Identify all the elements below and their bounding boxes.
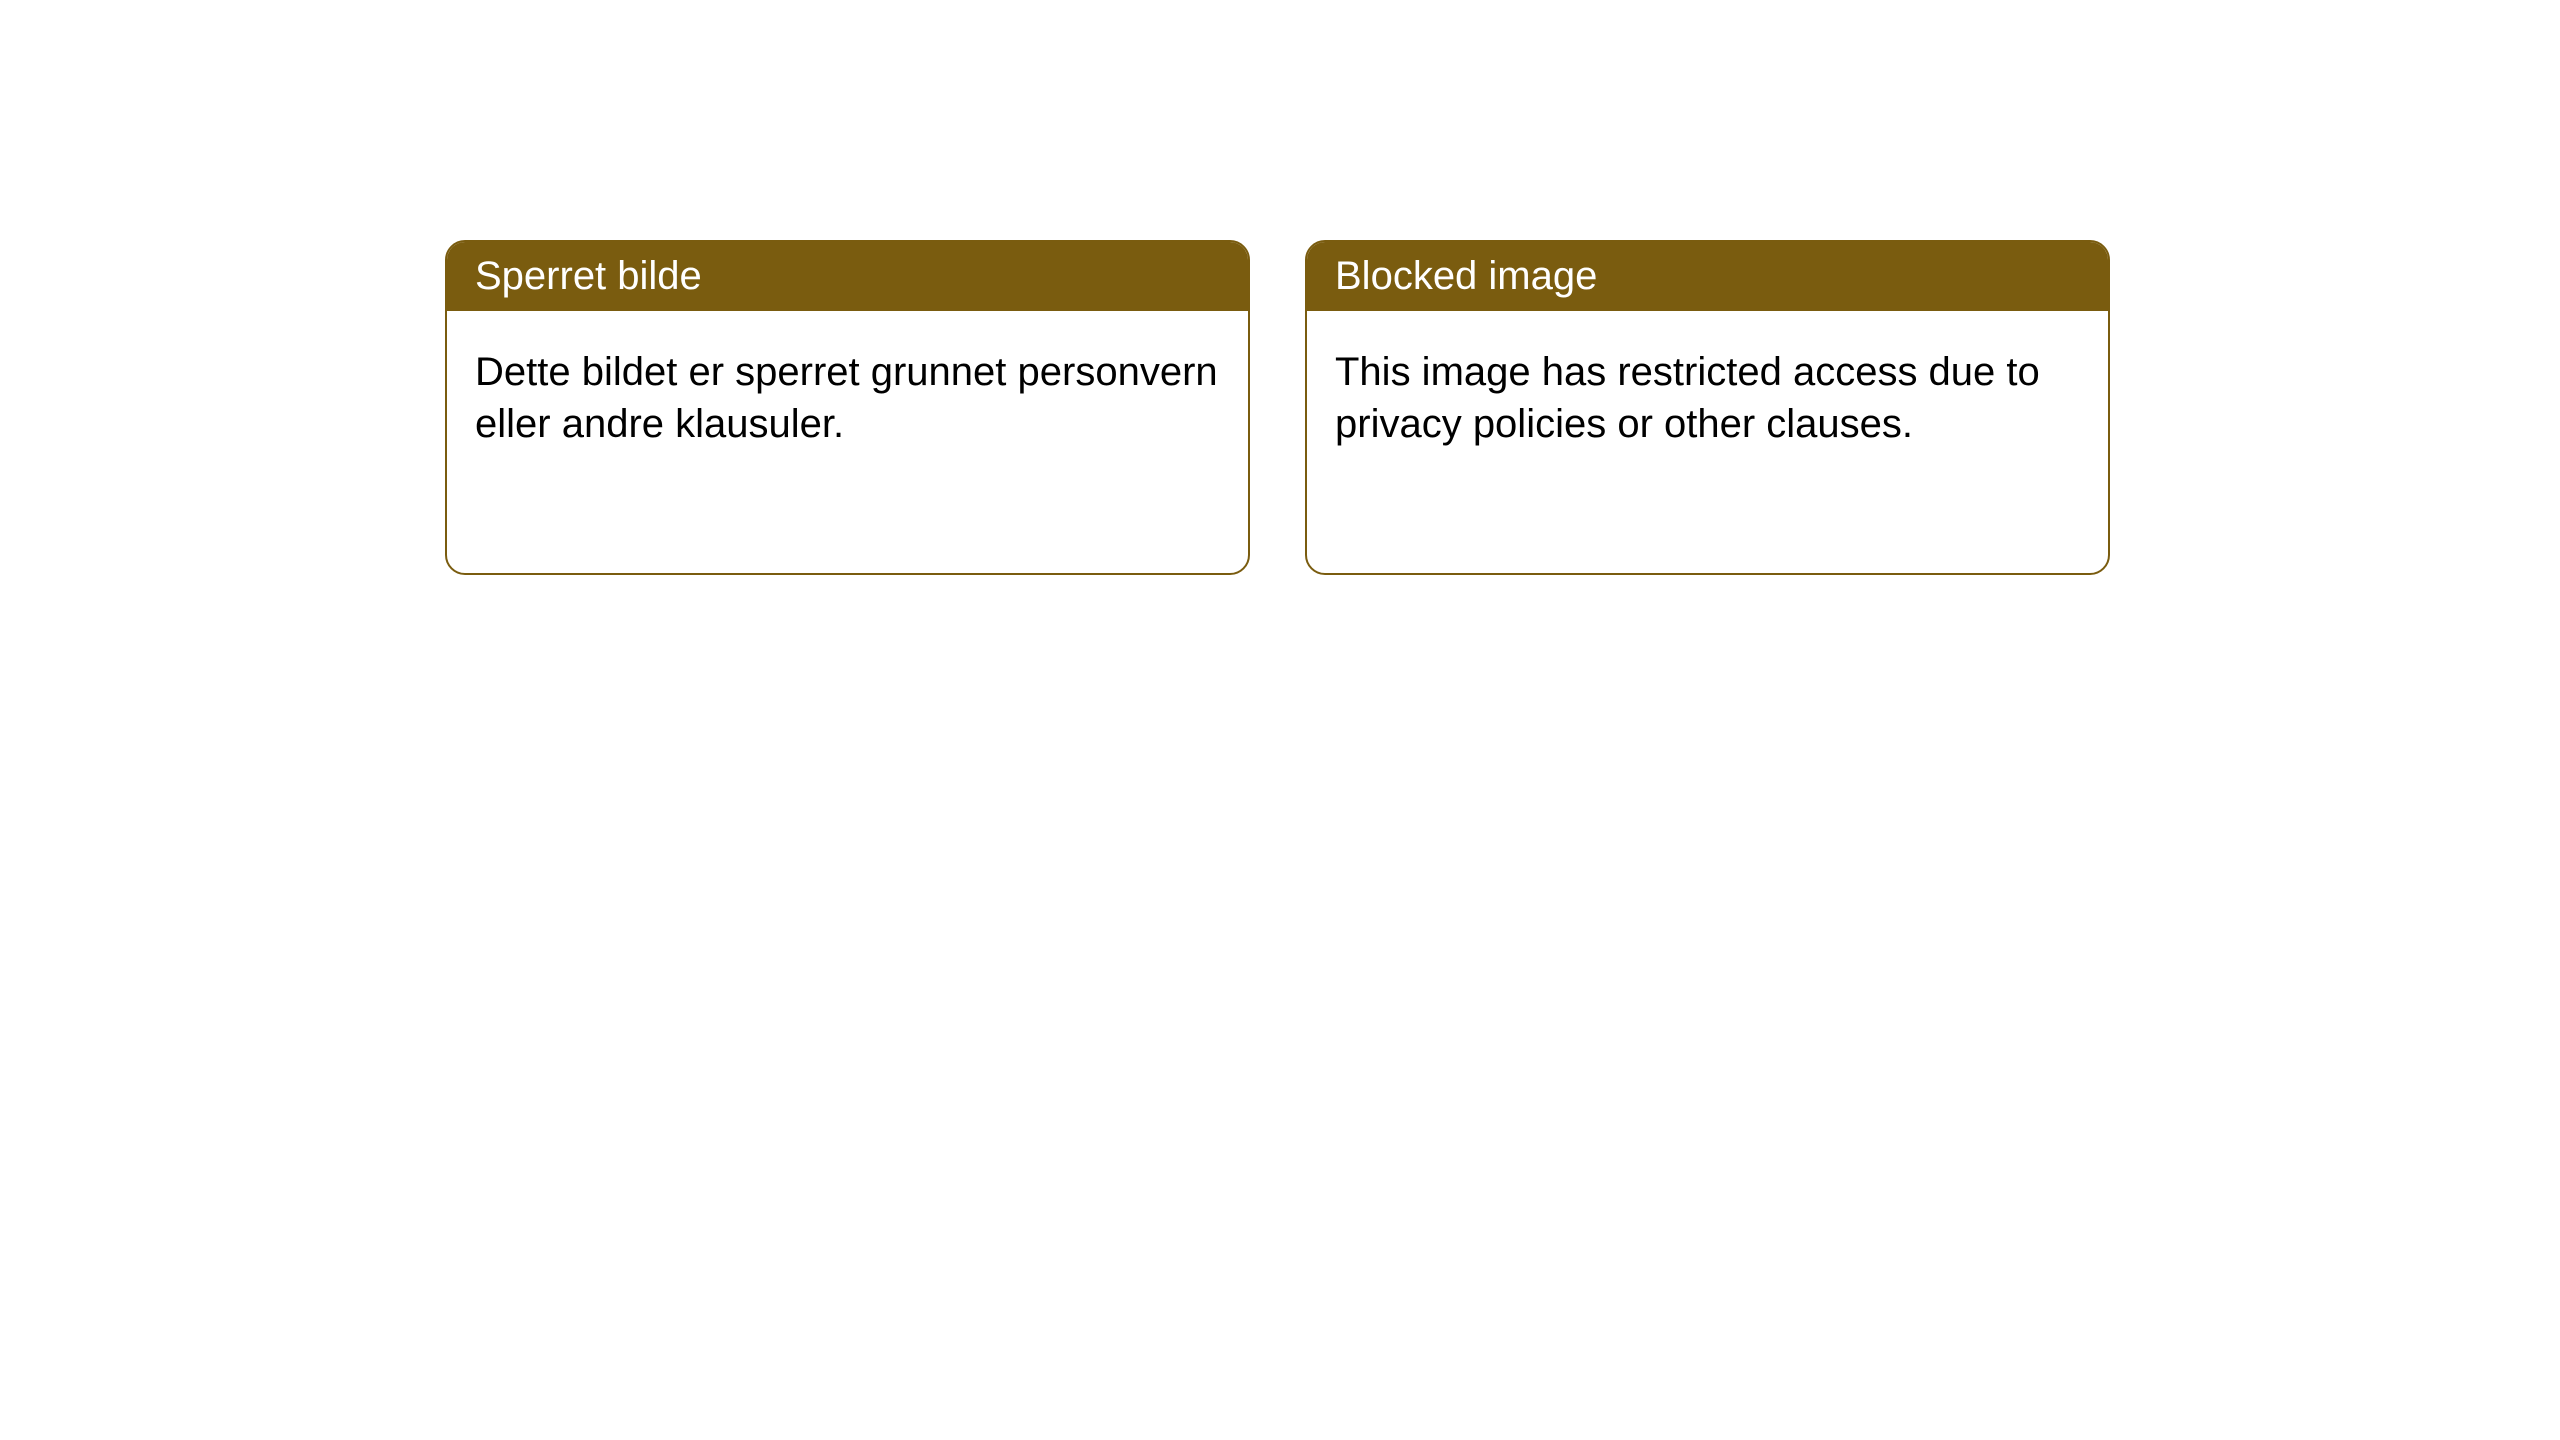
notice-container: Sperret bilde Dette bildet er sperret gr… bbox=[0, 0, 2560, 575]
notice-body: This image has restricted access due to … bbox=[1307, 311, 2108, 485]
notice-card-english: Blocked image This image has restricted … bbox=[1305, 240, 2110, 575]
notice-body: Dette bildet er sperret grunnet personve… bbox=[447, 311, 1248, 485]
notice-header: Sperret bilde bbox=[447, 242, 1248, 311]
notice-card-norwegian: Sperret bilde Dette bildet er sperret gr… bbox=[445, 240, 1250, 575]
notice-header: Blocked image bbox=[1307, 242, 2108, 311]
